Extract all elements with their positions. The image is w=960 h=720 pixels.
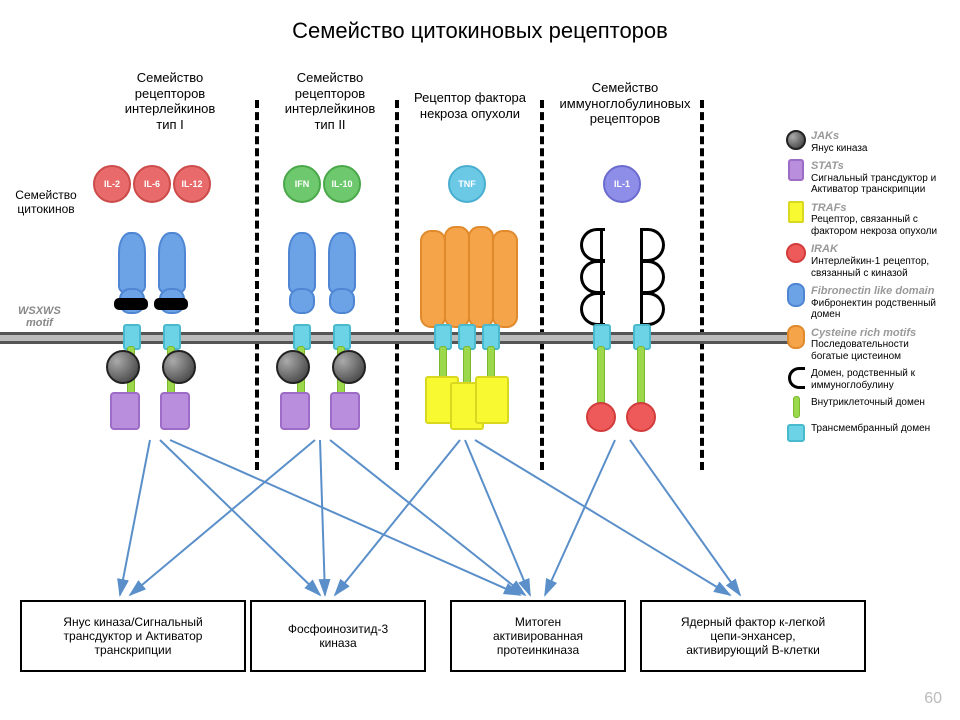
legend-item-title: STATs — [811, 160, 936, 173]
cytokine-ligand: IL-6 — [133, 165, 171, 203]
stat-protein — [110, 392, 140, 430]
legend-item: Cysteine rich motifsПоследовательности б… — [786, 327, 954, 363]
legend-item: TRAFsРецептор, связанный с фактором некр… — [786, 202, 954, 238]
legend-item-desc: Фибронектин родственный домен — [811, 298, 936, 321]
membrane — [0, 332, 790, 344]
jak-kinase — [332, 350, 366, 384]
pathway-box: Ядерный фактор к-легкой цепи-энхансер, а… — [640, 600, 866, 672]
wsxws-motif-label: WSXWS motif — [18, 305, 61, 329]
legend-item: Внутриклеточный домен — [786, 397, 954, 417]
separator — [255, 100, 259, 470]
ig-domain — [640, 260, 665, 294]
fibronectin-domain — [329, 288, 355, 314]
legend-item-title: IRAK — [811, 243, 929, 256]
legend-item-title: Cysteine rich motifs — [811, 327, 916, 340]
legend-item: STATsСигнальный трансдуктор и Активатор … — [786, 160, 954, 196]
separator — [700, 100, 704, 470]
fibronectin-domain — [289, 288, 315, 314]
intracellular-domain — [637, 346, 645, 410]
cysteine-rich-motif — [420, 230, 446, 328]
wsxws-band — [114, 298, 148, 310]
intracellular-domain — [597, 346, 605, 410]
jak-kinase — [276, 350, 310, 384]
cytokine-ligand: IFN — [283, 165, 321, 203]
column-header: Семейство рецепторов интерлейкинов тип I — [100, 70, 240, 132]
fibronectin-domain — [328, 232, 356, 294]
cytokine-family-label: Семейство цитокинов — [6, 188, 86, 217]
legend-item-desc: Интерлейкин-1 рецептор, связанный с кина… — [811, 256, 929, 279]
main-title: Семейство цитокиновых рецепторов — [0, 0, 960, 44]
irak-kinase — [586, 402, 616, 432]
stat-protein — [280, 392, 310, 430]
column-header: Семейство иммуноглобулиновых рецепторов — [550, 80, 700, 127]
stat-protein — [160, 392, 190, 430]
ig-backbone — [600, 228, 603, 324]
legend-item-desc: Сигнальный трансдуктор и Активатор транс… — [811, 173, 936, 196]
legend-item-desc: Рецептор, связанный с фактором некроза о… — [811, 214, 937, 237]
legend-item-desc: Янус киназа — [811, 143, 868, 155]
legend-item-desc: Внутриклеточный домен — [811, 397, 925, 409]
pathway-box: Фосфоинозитид-3 киназа — [250, 600, 426, 672]
legend-item-desc: Домен, родственный к иммуноглобулину — [811, 368, 915, 391]
separator — [395, 100, 399, 470]
cysteine-rich-motif — [492, 230, 518, 328]
wsxws-band — [154, 298, 188, 310]
separator — [540, 100, 544, 470]
legend-item-title: JAKs — [811, 130, 868, 143]
ig-domain — [640, 292, 665, 326]
legend-item-desc: Трансмембранный домен — [811, 423, 930, 435]
jak-kinase — [106, 350, 140, 384]
legend-item-desc: Последовательности богатые цистеином — [811, 339, 916, 362]
legend: JAKsЯнус киназа STATsСигнальный трансдукт… — [786, 130, 954, 449]
legend-item-title: Fibronectin like domain — [811, 285, 936, 298]
page-number: 60 — [924, 690, 942, 708]
ig-domain — [640, 228, 665, 262]
cytokine-ligand: IL-2 — [93, 165, 131, 203]
ig-backbone — [640, 228, 643, 324]
jak-kinase — [162, 350, 196, 384]
cysteine-rich-motif — [468, 226, 494, 328]
pathway-box: Митоген активированная протеинкиназа — [450, 600, 626, 672]
cysteine-rich-motif — [444, 226, 470, 328]
column-header: Рецептор фактора некроза опухоли — [400, 90, 540, 121]
legend-item: Домен, родственный к иммуноглобулину — [786, 368, 954, 391]
fibronectin-domain — [288, 232, 316, 294]
cytokine-ligand: IL-1 — [603, 165, 641, 203]
legend-item: Трансмембранный домен — [786, 423, 954, 443]
fibronectin-domain — [118, 232, 146, 294]
legend-item: JAKsЯнус киназа — [786, 130, 954, 154]
stat-protein — [330, 392, 360, 430]
cytokine-ligand: TNF — [448, 165, 486, 203]
column-header: Семейство рецепторов интерлейкинов тип I… — [260, 70, 400, 132]
cytokine-ligand: IL-12 — [173, 165, 211, 203]
pathway-box: Янус киназа/Сигнальный трансдуктор и Акт… — [20, 600, 246, 672]
legend-item: Fibronectin like domainФибронектин родст… — [786, 285, 954, 321]
legend-item: IRAKИнтерлейкин-1 рецептор, связанный с … — [786, 243, 954, 279]
irak-kinase — [626, 402, 656, 432]
traf-protein — [475, 376, 509, 424]
fibronectin-domain — [158, 232, 186, 294]
legend-item-title: TRAFs — [811, 202, 937, 215]
cytokine-ligand: IL-10 — [323, 165, 361, 203]
